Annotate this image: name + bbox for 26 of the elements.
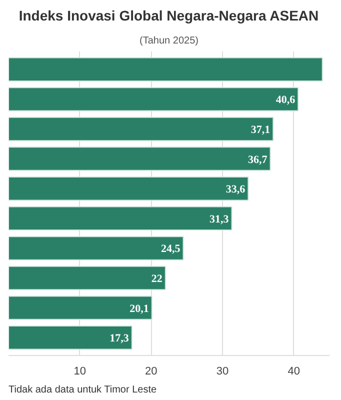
data-label: 36,7	[248, 154, 268, 166]
chart-title: Indeks Inovasi Global Negara-Negara ASEAN	[18, 8, 319, 24]
bar	[8, 296, 152, 320]
data-label: 20,1	[130, 302, 149, 315]
data-label: 22	[151, 273, 163, 286]
data-label: 33,6	[226, 184, 246, 196]
data-label: 40,6	[276, 94, 296, 106]
data-label: 24,5	[161, 243, 181, 256]
bar	[8, 266, 166, 290]
bar	[8, 325, 132, 350]
bar	[8, 206, 232, 231]
x-tick-label: 20	[145, 366, 158, 378]
text: Tidak ada data untuk Timor Leste	[8, 384, 157, 396]
bar	[8, 116, 274, 142]
x-tick-label: 30	[216, 366, 229, 378]
bar	[8, 87, 299, 112]
chart-subtitle: (Tahun 2025)	[140, 36, 198, 46]
data-label: 17,3	[110, 332, 130, 345]
bar	[8, 236, 184, 260]
bar	[8, 176, 249, 201]
bar	[8, 57, 323, 82]
data-label: 37,1	[250, 124, 270, 136]
bar	[8, 146, 271, 171]
x-tick-label: 40	[288, 366, 300, 378]
data-label: 31,3	[210, 213, 230, 226]
x-tick-label: 10	[74, 366, 86, 378]
